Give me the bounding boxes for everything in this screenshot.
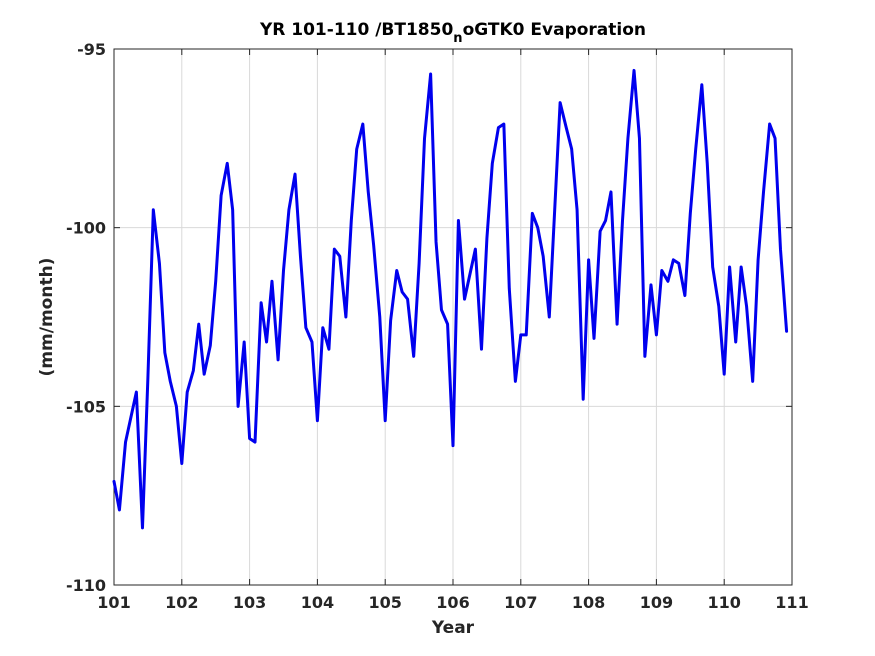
chart-title: YR 101-110 /BT1850noGTK0 Evaporation (259, 20, 646, 46)
chart-title-rest: oGTK0 Evaporation (463, 20, 646, 40)
x-tick-label: 103 (233, 593, 266, 612)
x-tick-label: 108 (572, 593, 605, 612)
x-tick-label: 105 (368, 593, 401, 612)
y-axis-title: (mm/month) (37, 258, 57, 377)
x-tick-label: 107 (504, 593, 537, 612)
chart-title-main: YR 101-110 /BT1850 (259, 20, 454, 40)
chart-title-subscript: n (453, 31, 462, 46)
axis-ticks (113, 48, 793, 586)
x-tick-label: 109 (640, 593, 673, 612)
x-tick-label: 111 (775, 593, 808, 612)
y-tick-label: -105 (66, 397, 106, 416)
tick-labels: 101 102 103 104 105 106 107 108 109 110 111 -110 -10… (66, 40, 809, 612)
x-tick-label: 101 (97, 593, 130, 612)
x-tick-label: 102 (165, 593, 198, 612)
y-tick-label: -95 (77, 40, 106, 59)
series-line (112, 68, 789, 530)
x-tick-label: 110 (707, 593, 740, 612)
x-tick-label: 104 (301, 593, 334, 612)
x-axis-title: Year (431, 618, 475, 638)
series-layer (112, 68, 789, 530)
y-tick-label: -100 (66, 219, 106, 238)
x-tick-label: 106 (436, 593, 469, 612)
y-tick-label: -110 (66, 576, 106, 595)
